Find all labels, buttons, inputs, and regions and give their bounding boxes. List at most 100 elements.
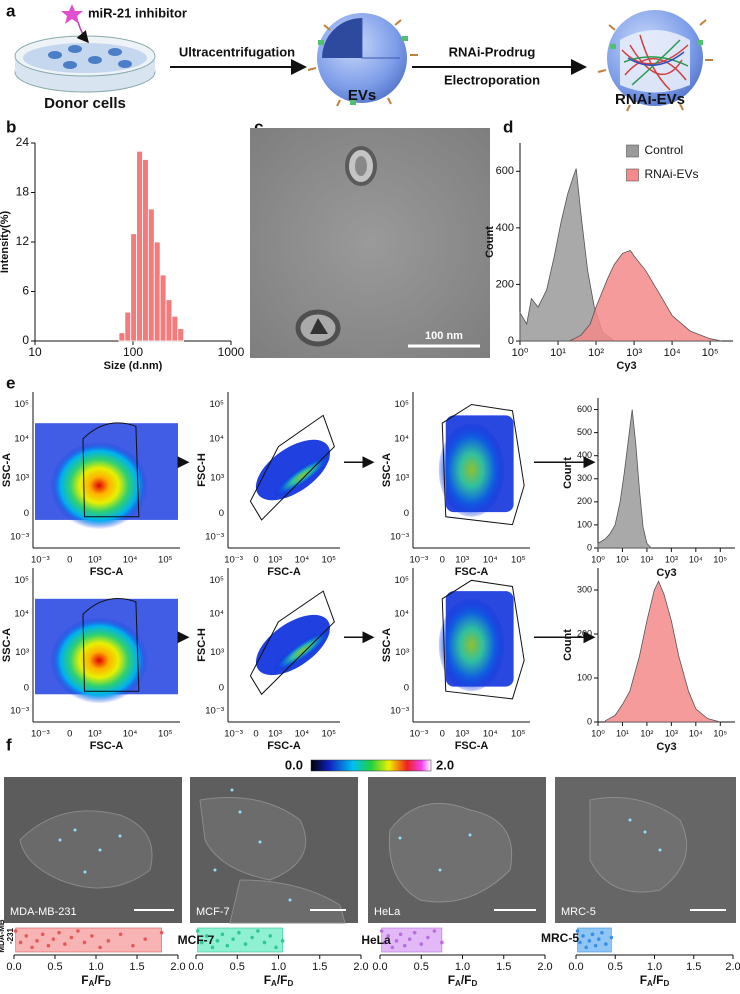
strip-label: HeLa bbox=[361, 933, 391, 947]
x-tick-label: 10⁴ bbox=[689, 554, 703, 564]
x-tick-label: 10⁰ bbox=[512, 347, 529, 359]
dot bbox=[69, 935, 74, 940]
bar bbox=[147, 208, 155, 342]
y-tick-label: 10⁵ bbox=[209, 575, 224, 586]
x-tick-label: 0.5 bbox=[47, 961, 62, 973]
strip-label: MCF-7 bbox=[178, 933, 215, 947]
x-tick-label: 10³ bbox=[88, 729, 102, 740]
dot bbox=[412, 930, 417, 935]
tem-image bbox=[250, 128, 490, 358]
x-tick-label: 10⁻³ bbox=[31, 555, 50, 566]
bar bbox=[177, 328, 185, 342]
x-tick-label: 10⁴ bbox=[483, 729, 498, 740]
x-tick-label: 10⁴ bbox=[483, 555, 498, 566]
dot bbox=[210, 945, 215, 950]
y-tick-label: 0 bbox=[24, 683, 29, 694]
dot bbox=[90, 934, 94, 938]
y-axis-label: SSC-A bbox=[1, 628, 13, 662]
step-label: RNAi-Prodrug bbox=[449, 44, 536, 59]
x-tick-label: 10⁻³ bbox=[224, 729, 243, 740]
dot bbox=[231, 937, 235, 941]
strip-label: -231 bbox=[6, 927, 15, 944]
bar bbox=[165, 299, 173, 342]
x-tick-label: 2.0 bbox=[353, 961, 368, 973]
dot bbox=[280, 939, 285, 943]
y-tick-label: 400 bbox=[577, 450, 592, 460]
x-axis-label-part: D bbox=[664, 979, 670, 988]
dot bbox=[581, 934, 585, 938]
x-tick-label: 10⁴ bbox=[664, 347, 681, 359]
x-axis-label-part: A bbox=[647, 979, 653, 988]
caption: EVs bbox=[348, 87, 376, 104]
dot bbox=[584, 945, 589, 950]
y-tick-label: 10⁵ bbox=[209, 399, 224, 410]
bar bbox=[124, 311, 132, 342]
y-tick-label: 400 bbox=[496, 222, 514, 234]
x-tick-label: 0 bbox=[67, 729, 72, 740]
dot bbox=[199, 940, 204, 945]
row-label: RNAi-EVs bbox=[40, 572, 96, 586]
x-axis-label: Cy3 bbox=[656, 741, 676, 753]
x-axis-label-part: A bbox=[89, 979, 95, 988]
x-tick-label: 10⁴ bbox=[123, 729, 138, 740]
bar bbox=[171, 315, 179, 342]
y-tick-label: 10⁴ bbox=[394, 609, 409, 620]
y-axis-label: Count bbox=[562, 629, 574, 661]
y-tick-label: 10⁻³ bbox=[390, 706, 409, 717]
y-tick-label: 10⁴ bbox=[209, 609, 224, 620]
x-tick-label: 10⁻³ bbox=[224, 555, 243, 566]
panel-label: f bbox=[6, 735, 12, 754]
x-tick-label: 1.5 bbox=[129, 961, 144, 973]
y-tick-label: 10⁻³ bbox=[390, 532, 409, 543]
dot bbox=[398, 932, 403, 937]
x-tick-label: 10² bbox=[640, 554, 653, 564]
dot bbox=[18, 940, 23, 945]
y-tick-label: 600 bbox=[577, 404, 592, 414]
x-tick-label: 1.5 bbox=[312, 961, 327, 973]
dot bbox=[118, 932, 123, 937]
x-tick-label: 10 bbox=[28, 345, 42, 359]
y-tick-label: 200 bbox=[496, 278, 514, 290]
x-tick-label: 0.0 bbox=[6, 961, 21, 973]
x-tick-label: 2.0 bbox=[537, 961, 552, 973]
dot bbox=[143, 937, 147, 941]
panel-label: c bbox=[254, 117, 263, 136]
y-tick-label: 10⁴ bbox=[209, 433, 224, 444]
dot bbox=[587, 939, 592, 943]
y-axis-label: Count bbox=[484, 226, 496, 258]
x-tick-label: 10⁵ bbox=[322, 555, 337, 566]
dot bbox=[250, 935, 254, 940]
scale-bar-label: 100 nm bbox=[425, 330, 463, 342]
x-tick-label: 10³ bbox=[665, 728, 678, 738]
x-axis-label: FSC-A bbox=[267, 566, 301, 578]
dot bbox=[590, 932, 595, 937]
dot bbox=[220, 932, 225, 937]
y-tick-label: 10⁻³ bbox=[10, 706, 29, 717]
x-axis-label: FSC-A bbox=[455, 740, 489, 752]
x-axis-label: Size (d.nm) bbox=[104, 360, 163, 372]
dot bbox=[40, 932, 45, 937]
y-tick-label: 0 bbox=[587, 542, 592, 552]
y-tick-label: 10³ bbox=[210, 647, 224, 658]
x-tick-label: 10¹ bbox=[616, 554, 629, 564]
rnai-ev-sphere bbox=[597, 10, 713, 112]
y-tick-label: 10⁵ bbox=[14, 399, 29, 410]
y-axis-label: FSC-H bbox=[196, 628, 208, 662]
bar bbox=[159, 274, 167, 342]
y-axis-label: FSC-H bbox=[196, 453, 208, 487]
y-tick-label: 0 bbox=[404, 508, 409, 519]
x-tick-label: 10⁴ bbox=[123, 555, 138, 566]
dot bbox=[256, 929, 260, 933]
strip-label: MRC-5 bbox=[541, 931, 579, 945]
y-tick-label: 10³ bbox=[15, 472, 29, 483]
y-tick-label: 300 bbox=[577, 473, 592, 483]
x-tick-label: 0 bbox=[253, 729, 258, 740]
x-axis-label: FA/FD bbox=[640, 973, 670, 988]
y-tick-label: 18 bbox=[16, 185, 30, 199]
dot bbox=[46, 943, 51, 948]
x-tick-label: 10⁻³ bbox=[409, 555, 428, 566]
x-axis-label-part: F bbox=[81, 973, 88, 987]
panel-label: b bbox=[6, 117, 16, 136]
dot bbox=[262, 940, 267, 945]
x-axis-label-part: /F bbox=[94, 973, 105, 987]
